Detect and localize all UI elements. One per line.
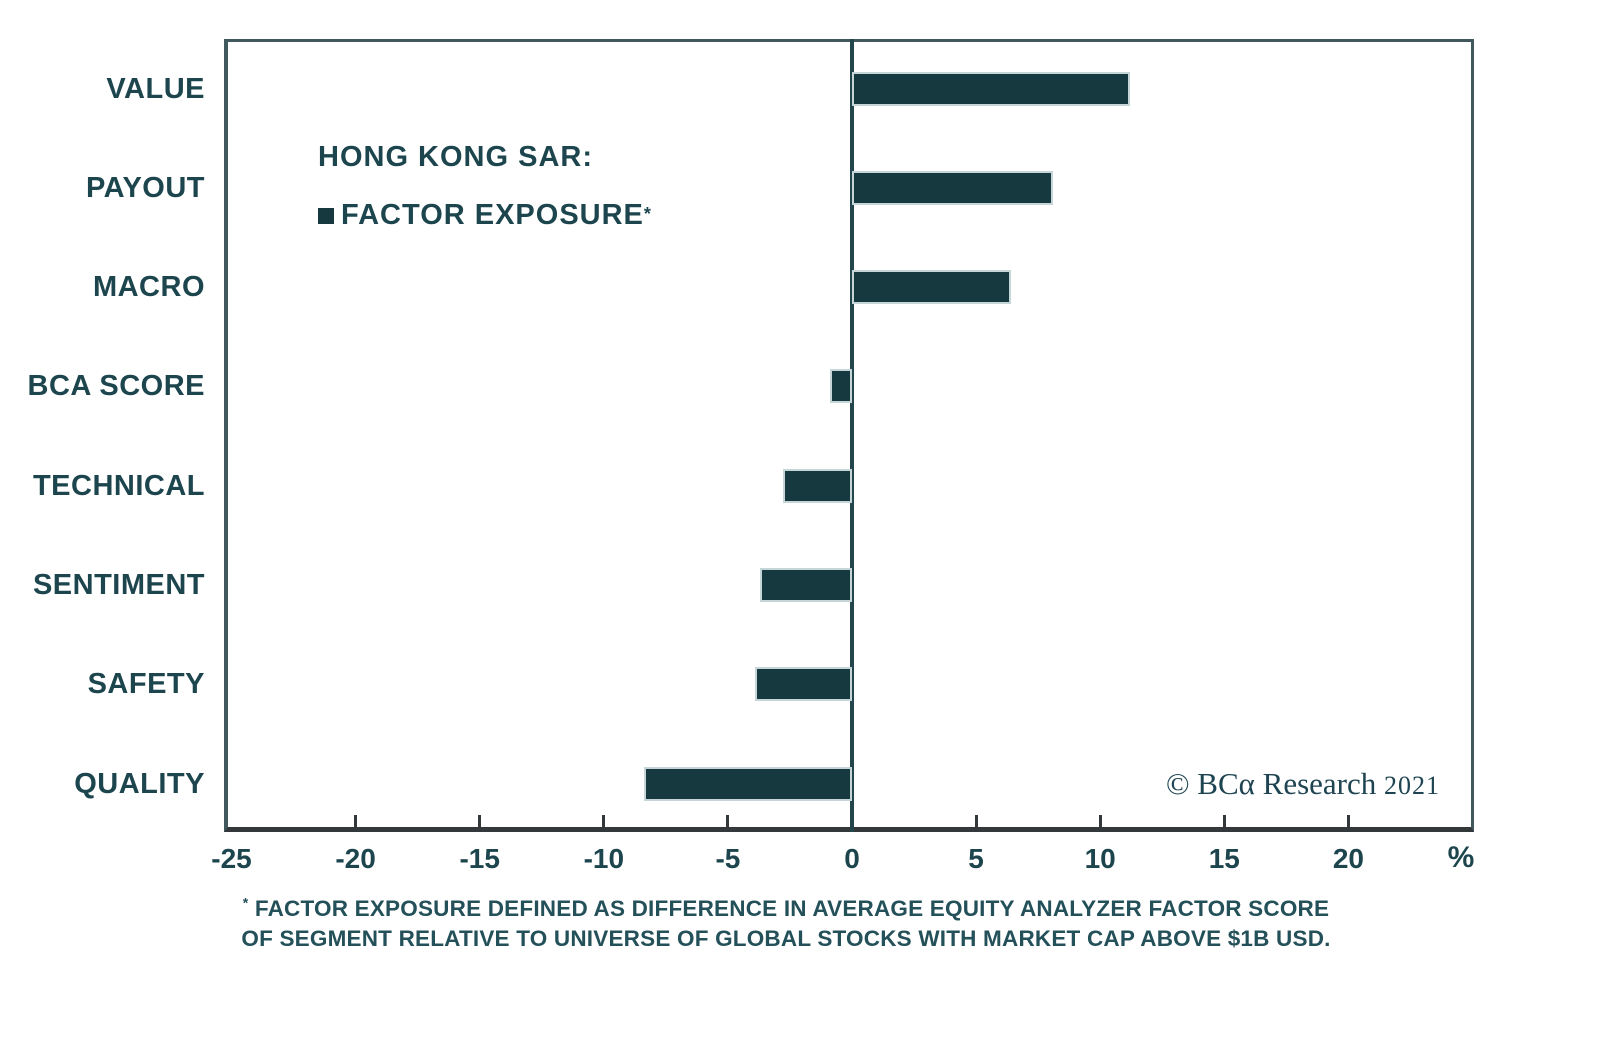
x-axis-tick-label: -25: [211, 843, 252, 874]
footnote: * FACTOR EXPOSURE DEFINED AS DIFFERENCE …: [166, 894, 1406, 954]
x-axis-tick-mark: [974, 815, 978, 828]
x-axis-tick-label: 15: [1208, 843, 1240, 874]
x-axis-unit-label: %: [1447, 841, 1475, 874]
category-label: SAFETY: [87, 668, 205, 701]
category-label: SENTIMENT: [32, 569, 205, 601]
footnote-line-1: * FACTOR EXPOSURE DEFINED AS DIFFERENCE …: [242, 894, 1330, 922]
footnote-line-2: OF SEGMENT RELATIVE TO UNIVERSE OF GLOBA…: [241, 926, 1331, 951]
watermark-year: 2021: [1384, 771, 1440, 800]
bar: [755, 667, 852, 702]
legend-label: FACTOR EXPOSURE: [341, 199, 644, 231]
watermark-brand: © BCα Research: [1166, 766, 1377, 801]
bar: [852, 270, 1011, 305]
x-axis-tick-label: -5: [715, 843, 741, 874]
category-label: VALUE: [106, 72, 205, 105]
bar: [782, 468, 852, 503]
legend-footnote-marker: *: [643, 203, 652, 224]
bar: [852, 170, 1054, 205]
zero-baseline: [850, 39, 854, 832]
category-label: PAYOUT: [85, 171, 205, 204]
category-label: MACRO: [92, 271, 205, 304]
x-axis-tick-label: -10: [583, 843, 625, 874]
x-axis-tick-mark: [1098, 815, 1102, 828]
x-axis-tick-label: 5: [968, 843, 984, 874]
bar: [852, 71, 1130, 106]
x-axis-tick-mark: [354, 815, 358, 828]
bar: [760, 568, 852, 602]
x-axis-tick-mark: [1346, 815, 1350, 828]
x-axis-tick-mark: [1222, 815, 1226, 828]
chart-title-text: HONG KONG SAR:: [318, 141, 593, 173]
x-axis-tick-label: 10: [1084, 843, 1116, 874]
category-label: TECHNICAL: [32, 469, 205, 502]
category-label: QUALITY: [74, 767, 205, 800]
footnote-marker: *: [242, 894, 249, 911]
chart-title: HONG KONG SAR:: [318, 141, 593, 174]
x-axis-tick-label: 0: [844, 843, 860, 874]
legend-square-swatch-icon: [318, 207, 334, 224]
x-axis-tick-label: -20: [335, 843, 376, 874]
x-axis-tick-mark: [602, 815, 606, 828]
x-axis-tick-label: -15: [459, 843, 500, 874]
category-label: BCA SCORE: [27, 370, 205, 403]
legend: FACTOR EXPOSURE *: [318, 199, 652, 232]
bar: [829, 369, 852, 404]
x-axis-tick-mark: [478, 815, 482, 828]
x-axis-tick-label: 20: [1332, 843, 1364, 874]
bar: [643, 766, 852, 801]
x-axis-tick-mark: [726, 815, 730, 828]
watermark: © BCα Research 2021: [1090, 766, 1440, 806]
